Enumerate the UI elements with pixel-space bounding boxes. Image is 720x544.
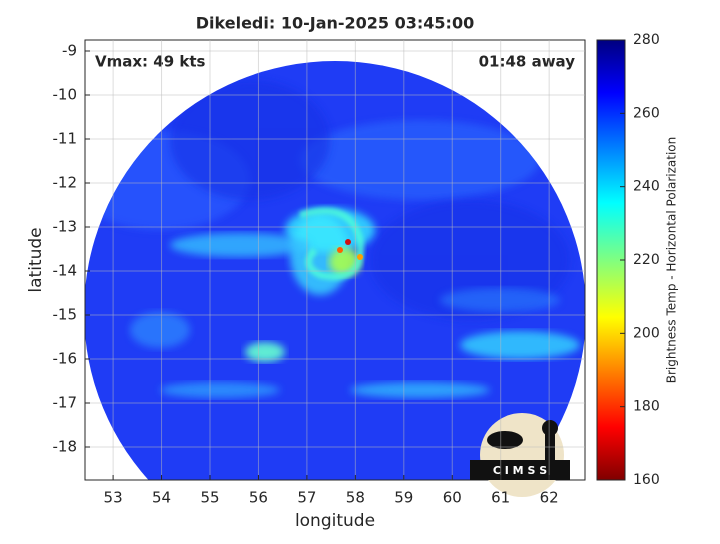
y-tick-label: -12 bbox=[53, 174, 78, 192]
convective-core bbox=[337, 247, 343, 253]
y-tick-label: -13 bbox=[53, 218, 78, 236]
colorbar-tick-label: 280 bbox=[633, 32, 660, 48]
cloud-feature bbox=[460, 331, 580, 359]
colorbar-tick-label: 240 bbox=[633, 179, 660, 195]
y-tick-label: -10 bbox=[53, 86, 78, 104]
x-tick-label: 55 bbox=[200, 489, 219, 507]
x-tick-label: 59 bbox=[394, 489, 413, 507]
cloud-feature bbox=[300, 120, 540, 200]
logo-text: C I M S S bbox=[493, 464, 547, 477]
y-tick-label: -11 bbox=[53, 130, 78, 148]
colorbar-label: Brightness Temp - Horizontal Polarizatio… bbox=[665, 137, 679, 384]
y-tick-label: -17 bbox=[53, 394, 78, 412]
cloud-feature bbox=[130, 312, 190, 348]
x-tick-label: 53 bbox=[104, 489, 123, 507]
colorbar-tick-label: 180 bbox=[633, 399, 660, 415]
y-tick-label: -9 bbox=[62, 42, 77, 60]
cloud-feature bbox=[170, 233, 310, 257]
x-tick-label: 58 bbox=[346, 489, 365, 507]
y-tick-label: -16 bbox=[53, 350, 78, 368]
y-tick-label: -18 bbox=[53, 438, 78, 456]
y-axis-label: latitude bbox=[26, 227, 46, 292]
y-tick-label: -14 bbox=[53, 262, 78, 280]
cloud-feature bbox=[160, 382, 280, 398]
colorbar-tick-label: 200 bbox=[633, 325, 660, 341]
cloud-feature bbox=[350, 382, 490, 398]
x-tick-label: 56 bbox=[249, 489, 268, 507]
annotation: Vmax: 49 kts bbox=[95, 53, 205, 71]
convective-core bbox=[345, 239, 351, 245]
colorbar-tick-label: 220 bbox=[633, 252, 660, 268]
cloud-feature bbox=[245, 342, 285, 362]
y-tick-label: -15 bbox=[53, 306, 78, 324]
spiral-band bbox=[298, 207, 364, 281]
x-tick-label: 62 bbox=[540, 489, 559, 507]
cloud-feature bbox=[170, 80, 330, 200]
convective-core bbox=[357, 254, 363, 260]
x-tick-label: 61 bbox=[491, 489, 510, 507]
colorbar-tick-label: 260 bbox=[633, 105, 660, 121]
x-axis-label: longitude bbox=[295, 511, 375, 531]
plot-frame bbox=[84, 39, 586, 481]
cloud-feature bbox=[440, 288, 560, 312]
chart-title: Dikeledi: 10-Jan-2025 03:45:00 bbox=[196, 14, 474, 33]
annotation: 01:48 away bbox=[479, 53, 576, 71]
x-tick-label: 57 bbox=[297, 489, 316, 507]
x-tick-label: 54 bbox=[152, 489, 171, 507]
colorbar-tick-label: 160 bbox=[633, 472, 660, 488]
x-tick-label: 60 bbox=[443, 489, 462, 507]
